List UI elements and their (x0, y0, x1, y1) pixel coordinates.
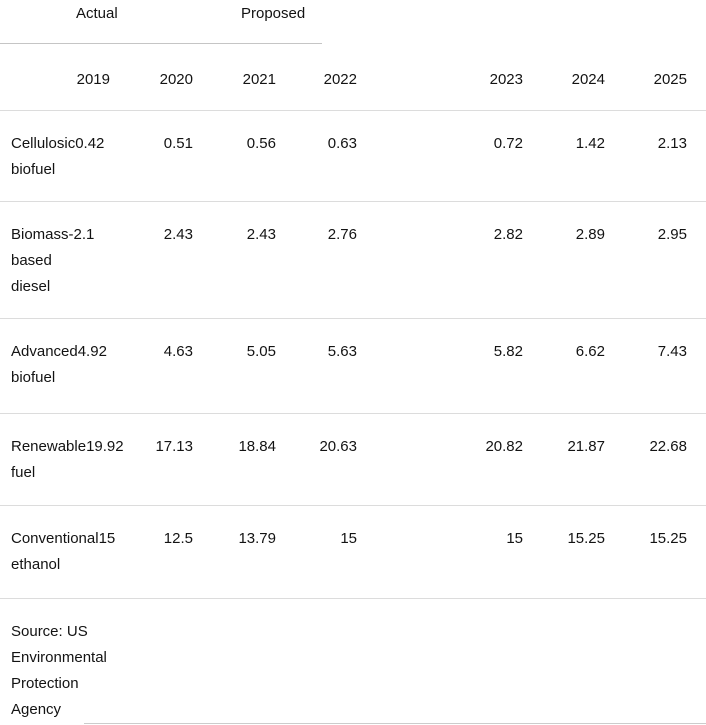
row-separator-rule (0, 598, 706, 599)
row-label-line: biofuel (11, 161, 56, 178)
value-2022: 2.76 (327, 226, 357, 243)
row-separator-rule (0, 413, 706, 414)
row-label-line: diesel (11, 278, 51, 295)
value-2020: 4.63 (163, 343, 193, 360)
row-label-line: Renewable (11, 438, 87, 455)
value-2022: 0.63 (327, 135, 357, 152)
value-2025: 15.25 (649, 530, 687, 547)
value-2021: 5.05 (246, 343, 276, 360)
value-2023: 20.82 (485, 438, 523, 455)
value-2021: 0.56 (246, 135, 276, 152)
value-2023: 2.82 (493, 226, 523, 243)
value-2022: 20.63 (319, 438, 357, 455)
year-header-2021: 2021 (242, 71, 276, 88)
row-label-line: Conventional (11, 530, 99, 547)
year-header-2020: 2020 (159, 71, 193, 88)
row-separator-rule (0, 318, 706, 319)
value-2023: 15 (506, 530, 523, 547)
row-label: Renewable19.92 fuel (11, 434, 124, 486)
header-group-rule (0, 43, 322, 44)
value-2021: 18.84 (238, 438, 276, 455)
value-2023: 5.82 (493, 343, 523, 360)
column-group-proposed-label: Proposed (241, 5, 306, 22)
row-label-line: fuel (11, 464, 36, 481)
value-2025: 2.13 (657, 135, 687, 152)
value-2024: 1.42 (575, 135, 605, 152)
value-2022: 5.63 (327, 343, 357, 360)
value-2021: 2.43 (246, 226, 276, 243)
year-header-2023: 2023 (489, 71, 523, 88)
year-header-2025: 2025 (653, 71, 687, 88)
value-2022: 15 (340, 530, 357, 547)
year-header-2024: 2024 (571, 71, 605, 88)
source-note: Source: US Environmental Protection Agency (11, 619, 107, 723)
value-2020: 17.13 (155, 438, 193, 455)
source-note-line: Source: US (11, 623, 88, 640)
column-group-actual-label: Actual (76, 5, 118, 22)
value-2025: 2.95 (657, 226, 687, 243)
row-label-line: ethanol (11, 556, 61, 573)
row-label: Conventional15 ethanol (11, 526, 115, 578)
year-header-2022: 2022 (323, 71, 357, 88)
value-2025: 7.43 (657, 343, 687, 360)
value-2019: 19.92 (86, 438, 124, 455)
value-2023: 0.72 (493, 135, 523, 152)
value-2020: 12.5 (163, 530, 193, 547)
value-2024: 2.89 (575, 226, 605, 243)
year-header-2019: 2019 (76, 71, 110, 88)
value-2025: 22.68 (649, 438, 687, 455)
source-note-line: Agency (11, 701, 62, 718)
source-note-line: Environmental (11, 649, 107, 666)
value-2020: 0.51 (163, 135, 193, 152)
row-label: Advanced4.92 biofuel (11, 339, 107, 391)
value-2019: 0.42 (75, 135, 105, 152)
value-2024: 15.25 (567, 530, 605, 547)
row-label: Cellulosic0.42 biofuel (11, 131, 104, 183)
value-2021: 13.79 (238, 530, 276, 547)
row-label: Biomass-2.1 based diesel (11, 222, 94, 300)
value-2024: 21.87 (567, 438, 605, 455)
row-separator-rule (0, 110, 706, 111)
row-label-line: biofuel (11, 369, 56, 386)
value-2019: 15 (98, 530, 116, 547)
row-label-line: Cellulosic (11, 135, 76, 152)
value-2019: 2.1 (73, 226, 95, 243)
row-separator-rule (0, 201, 706, 202)
value-2019: 4.92 (77, 343, 107, 360)
value-2020: 2.43 (163, 226, 193, 243)
bottom-rule (84, 723, 706, 724)
row-label-line: Advanced (11, 343, 78, 360)
row-separator-rule (0, 505, 706, 506)
source-note-line: Protection (11, 675, 79, 692)
row-label-line: based (11, 252, 52, 269)
row-label-line: Biomass- (11, 226, 74, 243)
value-2024: 6.62 (575, 343, 605, 360)
